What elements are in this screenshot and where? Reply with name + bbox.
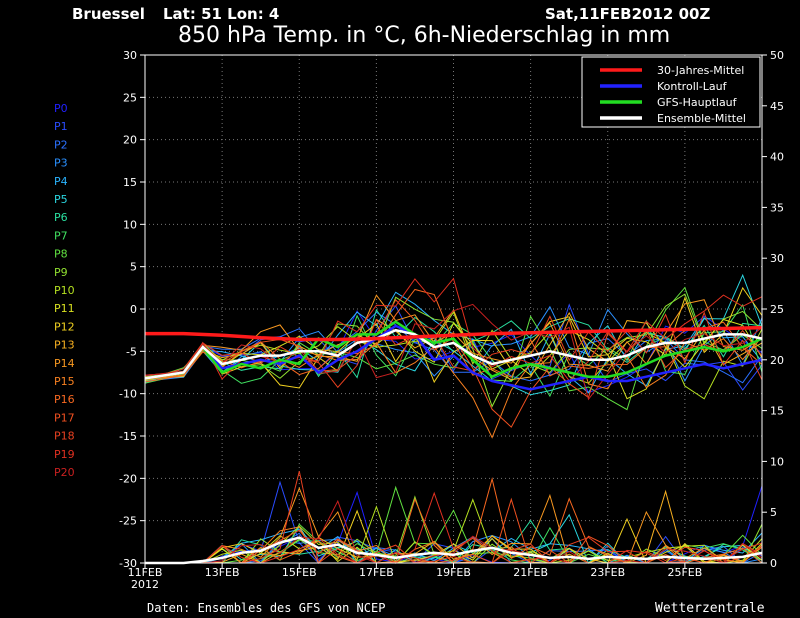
x-tick-label: 17FEB: [359, 566, 394, 579]
member-label: P6: [54, 211, 68, 224]
x-tick-label: 21FEB: [513, 566, 548, 579]
member-label: P18: [54, 430, 75, 443]
precipitation-layer: [145, 471, 763, 565]
member-label: P3: [54, 157, 68, 170]
y-right-tick-label: 30: [770, 252, 784, 265]
member-label: P5: [54, 193, 68, 206]
member-label: P2: [54, 138, 68, 151]
member-list: P0 P1 P2 P3 P4 P5 P6 P7 P8 P9 P10 P11 P12 P13 P14 P15 P1…: [54, 102, 75, 479]
member-temp-line-P8: [144, 286, 763, 411]
legend-label: Kontroll-Lauf: [657, 80, 728, 93]
member-temp-line-P15: [144, 317, 763, 439]
y-left-tick-label: -5: [126, 345, 137, 358]
y-right-tick-label: 15: [770, 405, 784, 418]
member-label: P13: [54, 339, 75, 352]
member-label: P12: [54, 320, 75, 333]
y-right-tick-label: 10: [770, 455, 784, 468]
precip-mean-line: [145, 536, 763, 565]
y-right-tick-label: 20: [770, 354, 784, 367]
member-precip-line-P19: [145, 491, 763, 564]
member-label: P11: [54, 302, 75, 315]
station-coords: Lat: 51 Lon: 4: [163, 5, 279, 23]
legend-label: 30-Jahres-Mittel: [657, 64, 744, 77]
member-temp-line-P17: [144, 299, 763, 428]
y-right-tick-label: 5: [770, 506, 777, 519]
member-label: P17: [54, 411, 75, 424]
member-label: P1: [54, 120, 68, 133]
member-label: P4: [54, 175, 68, 188]
y-left-tick-label: -30: [119, 557, 137, 570]
member-temp-line-P19: [144, 277, 763, 382]
member-temp-line-P7: [144, 303, 763, 398]
member-temp-line-P20: [144, 303, 763, 401]
brand: Wetterzentrale: [655, 601, 765, 616]
y-left-tick-label: -15: [119, 430, 137, 443]
y-left-tick-label: -20: [119, 472, 137, 485]
x-tick-label: 19FEB: [436, 566, 471, 579]
member-label: P15: [54, 375, 75, 388]
member-temp-line-P10: [144, 311, 763, 400]
temperature-layer: [144, 273, 763, 439]
member-label: P10: [54, 284, 75, 297]
left-axis: 30 25 20 15 10 5 0 -5 -10 -15 -20 -25 -30: [119, 49, 145, 570]
member-label: P0: [54, 102, 68, 115]
x-tick-label: 11FEB: [128, 566, 163, 579]
legend: 30-Jahres-Mittel Kontroll-Lauf GFS-Hauptla…: [581, 56, 761, 128]
series-line-ensemble-mean: [144, 328, 763, 380]
y-right-tick-label: 0: [770, 557, 777, 570]
run-time: Sat,11FEB2012 00Z: [545, 5, 710, 23]
chart-title: 850 hPa Temp. in °C, 6h-Niederschlag in …: [178, 23, 670, 48]
member-precip-line-P15: [145, 526, 763, 564]
x-tick-label: 23FEB: [590, 566, 625, 579]
x-tick-label: 25FEB: [667, 566, 702, 579]
legend-label: Ensemble-Mittel: [657, 112, 746, 125]
data-source: Daten: Ensembles des GFS von NCEP: [147, 601, 385, 615]
y-left-tick-label: 25: [123, 91, 137, 104]
member-label: P20: [54, 466, 75, 479]
x-tick-label: 13FEB: [205, 566, 240, 579]
x-tick-year: 2012: [131, 578, 159, 591]
series-line-control: [144, 324, 763, 391]
member-precip-line-P20: [145, 499, 763, 564]
y-left-tick-label: 10: [123, 218, 137, 231]
y-right-tick-label: 45: [770, 100, 784, 113]
legend-label: GFS-Hauptlauf: [657, 96, 738, 109]
y-right-tick-label: 35: [770, 201, 784, 214]
member-label: P9: [54, 266, 68, 279]
y-left-tick-label: -25: [119, 515, 137, 528]
station-name: Bruessel: [72, 5, 145, 23]
member-label: P16: [54, 393, 75, 406]
member-label: P19: [54, 448, 75, 461]
y-left-tick-label: 30: [123, 49, 137, 62]
member-label: P8: [54, 248, 68, 261]
y-right-tick-label: 40: [770, 151, 784, 164]
y-left-tick-label: 0: [130, 303, 137, 316]
y-left-tick-label: 15: [123, 176, 137, 189]
x-tick-label: 15FEB: [282, 566, 317, 579]
y-right-tick-label: 25: [770, 303, 784, 316]
member-temp-line-P14: [144, 294, 763, 376]
y-right-tick-label: 50: [770, 49, 784, 62]
x-axis: 11FEB 13FEB 15FEB 17FEB 19FEB 21FEB 23FEB 25FEB…: [128, 563, 702, 591]
series-line-climatology: [145, 325, 763, 342]
y-left-tick-label: 5: [130, 261, 137, 274]
member-label: P14: [54, 357, 75, 370]
y-left-tick-label: -10: [119, 388, 137, 401]
y-left-tick-label: 20: [123, 134, 137, 147]
member-label: P7: [54, 229, 68, 242]
